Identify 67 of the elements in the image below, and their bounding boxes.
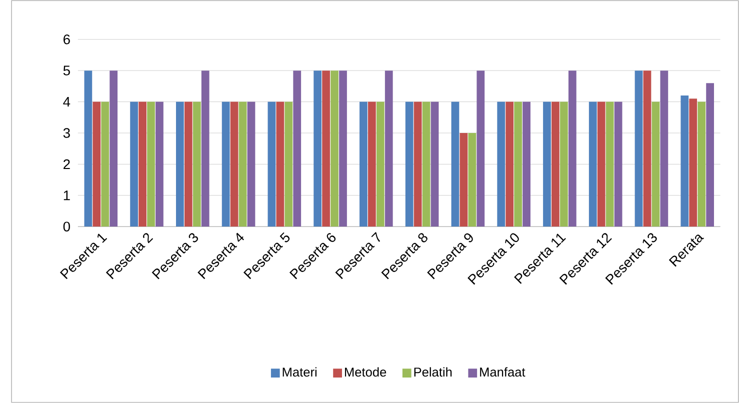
bar: [284, 102, 293, 227]
bar: [552, 102, 560, 227]
bar: [414, 102, 422, 227]
bar: [460, 133, 468, 227]
bar: [92, 102, 101, 227]
bar: [384, 70, 393, 227]
bar: [514, 102, 522, 227]
bar: [680, 96, 689, 227]
bar: [689, 98, 698, 227]
bar: [543, 102, 551, 227]
y-tick-label: 4: [63, 97, 70, 107]
bar: [322, 70, 330, 227]
bar: [422, 102, 430, 227]
bar: [652, 102, 660, 227]
bar: [238, 102, 247, 227]
bar: [268, 102, 276, 227]
bar: [698, 102, 706, 227]
bar: [588, 102, 597, 227]
bar: [339, 70, 347, 227]
y-tick-label: 2: [64, 159, 70, 170]
bar: [634, 70, 643, 227]
bar: [522, 102, 530, 227]
bar: [405, 102, 414, 227]
bar: [110, 70, 118, 227]
bar: [376, 102, 384, 227]
bar: [430, 102, 439, 227]
bar: [147, 102, 155, 227]
bar: [614, 102, 622, 227]
bar: [468, 133, 476, 227]
y-tick-label: 0: [63, 222, 70, 232]
bar: [156, 102, 164, 227]
bar: [451, 102, 460, 227]
bar: [176, 102, 184, 227]
bar: [293, 70, 302, 227]
bar: [560, 102, 568, 227]
bar: [247, 102, 256, 227]
y-tick-label: 6: [64, 34, 70, 44]
bar: [368, 102, 376, 227]
bar: [606, 102, 614, 227]
bar: [706, 83, 714, 227]
bar: [330, 70, 338, 227]
bar: [506, 102, 514, 227]
bar: [130, 102, 138, 227]
bar: [276, 102, 284, 227]
bar: [476, 70, 485, 227]
bar: [138, 102, 146, 227]
bar: [192, 102, 201, 227]
bar: [597, 102, 606, 227]
bar: [568, 70, 576, 227]
bar: [201, 70, 210, 227]
legend-label: Pelatih: [414, 367, 452, 377]
y-tick-label: 3: [63, 128, 70, 138]
legend-label: Manfaat: [480, 367, 526, 377]
bar: [497, 102, 506, 227]
bar: [360, 102, 368, 227]
bar: [660, 70, 668, 227]
y-tick-label: 1: [64, 190, 70, 200]
bar: [230, 102, 238, 227]
legend-label: Materi: [282, 367, 316, 377]
bar: [184, 102, 192, 227]
bar: [84, 70, 92, 227]
bar: [222, 102, 230, 227]
legend-label: Metode: [345, 367, 386, 377]
y-tick-label: 5: [63, 66, 70, 76]
bar: [101, 102, 110, 227]
bar: [643, 70, 652, 227]
bar: [314, 70, 322, 227]
